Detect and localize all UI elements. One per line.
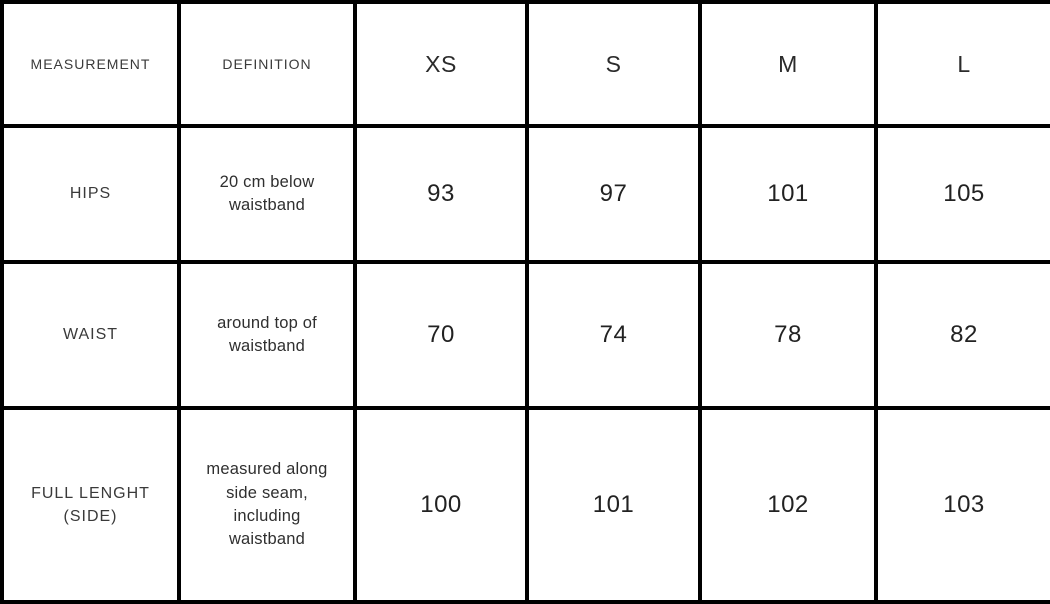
value-cell-l: 105 bbox=[874, 124, 1050, 264]
column-header-m: M bbox=[698, 0, 878, 128]
column-header-measurement: MEASUREMENT bbox=[0, 0, 181, 128]
value-cell-m: 78 bbox=[698, 260, 878, 410]
value-cell-l: 103 bbox=[874, 406, 1050, 604]
column-header-l: L bbox=[874, 0, 1050, 128]
value-cell-l: 82 bbox=[874, 260, 1050, 410]
column-header-s: S bbox=[525, 0, 702, 128]
value-cell-s: 74 bbox=[525, 260, 702, 410]
column-header-xs: XS bbox=[353, 0, 529, 128]
column-header-definition: DEFINITION bbox=[177, 0, 357, 128]
measurement-cell: HIPS bbox=[0, 124, 181, 264]
table-row-hips: HIPS 20 cm below waistband 93 97 101 105 bbox=[0, 124, 1050, 264]
value-cell-xs: 100 bbox=[353, 406, 529, 604]
value-cell-s: 101 bbox=[525, 406, 702, 604]
header-row: MEASUREMENT DEFINITION XS S M L bbox=[0, 0, 1050, 128]
value-cell-xs: 93 bbox=[353, 124, 529, 264]
definition-cell: measured along side seam, including wais… bbox=[177, 406, 357, 604]
table-row-waist: WAIST around top of waistband 70 74 78 8… bbox=[0, 260, 1050, 410]
value-cell-m: 101 bbox=[698, 124, 878, 264]
value-cell-s: 97 bbox=[525, 124, 702, 264]
definition-cell: 20 cm below waistband bbox=[177, 124, 357, 264]
value-cell-m: 102 bbox=[698, 406, 878, 604]
measurement-cell: FULL LENGHT (SIDE) bbox=[0, 406, 181, 604]
table-row-full-length: FULL LENGHT (SIDE) measured along side s… bbox=[0, 406, 1050, 604]
definition-cell: around top of waistband bbox=[177, 260, 357, 410]
value-cell-xs: 70 bbox=[353, 260, 529, 410]
measurement-cell: WAIST bbox=[0, 260, 181, 410]
